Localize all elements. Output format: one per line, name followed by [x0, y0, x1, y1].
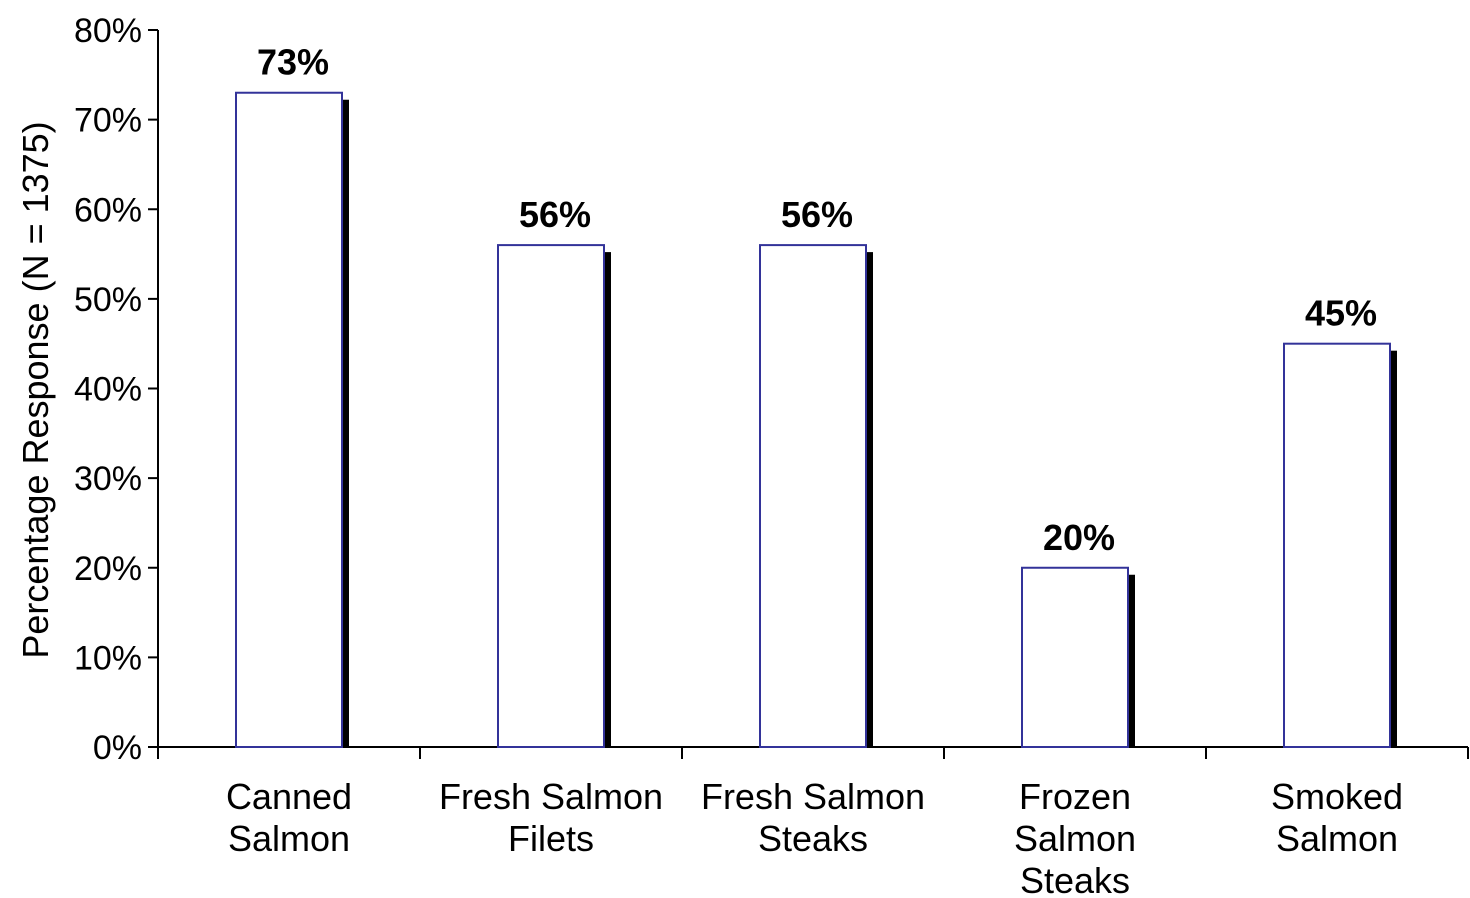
- y-tick-label: 40%: [74, 371, 142, 409]
- data-label: 45%: [1305, 293, 1377, 334]
- bar: [235, 91, 343, 749]
- y-axis-title: Percentage Response (N = 1375): [15, 121, 56, 658]
- data-label: 56%: [781, 194, 853, 235]
- y-tick-label: 10%: [74, 639, 142, 677]
- data-label: 73%: [257, 42, 329, 83]
- y-tick-label: 30%: [74, 460, 142, 498]
- y-tick-label: 50%: [74, 281, 142, 319]
- bars: [235, 91, 1397, 749]
- category-label: Frozen Salmon Steaks: [1014, 776, 1136, 898]
- bar: [1021, 566, 1129, 748]
- y-tick-label: 70%: [74, 102, 142, 140]
- category-label: Canned Salmon: [226, 776, 352, 859]
- y-axis: 0% 10% 20% 30% 40% 50% 60% 70% 80%: [74, 12, 159, 767]
- category-label: Fresh Salmon Steaks: [701, 776, 925, 859]
- x-axis: [157, 746, 1469, 759]
- category-labels: Canned Salmon Fresh Salmon Filets Fresh Salm…: [226, 776, 1403, 898]
- data-label: 20%: [1043, 517, 1115, 558]
- category-label: Fresh Salmon Filets: [439, 776, 663, 859]
- category-label: Smoked Salmon: [1271, 776, 1403, 859]
- data-labels: 73% 56% 56% 20% 45%: [257, 42, 1377, 558]
- y-tick-label: 20%: [74, 550, 142, 588]
- bar: [1283, 342, 1391, 748]
- data-label: 56%: [519, 194, 591, 235]
- bar: [759, 244, 867, 748]
- y-tick-label: 80%: [74, 12, 142, 50]
- y-tick-label: 0%: [93, 729, 142, 767]
- bar: [497, 244, 605, 748]
- y-tick-label: 60%: [74, 191, 142, 229]
